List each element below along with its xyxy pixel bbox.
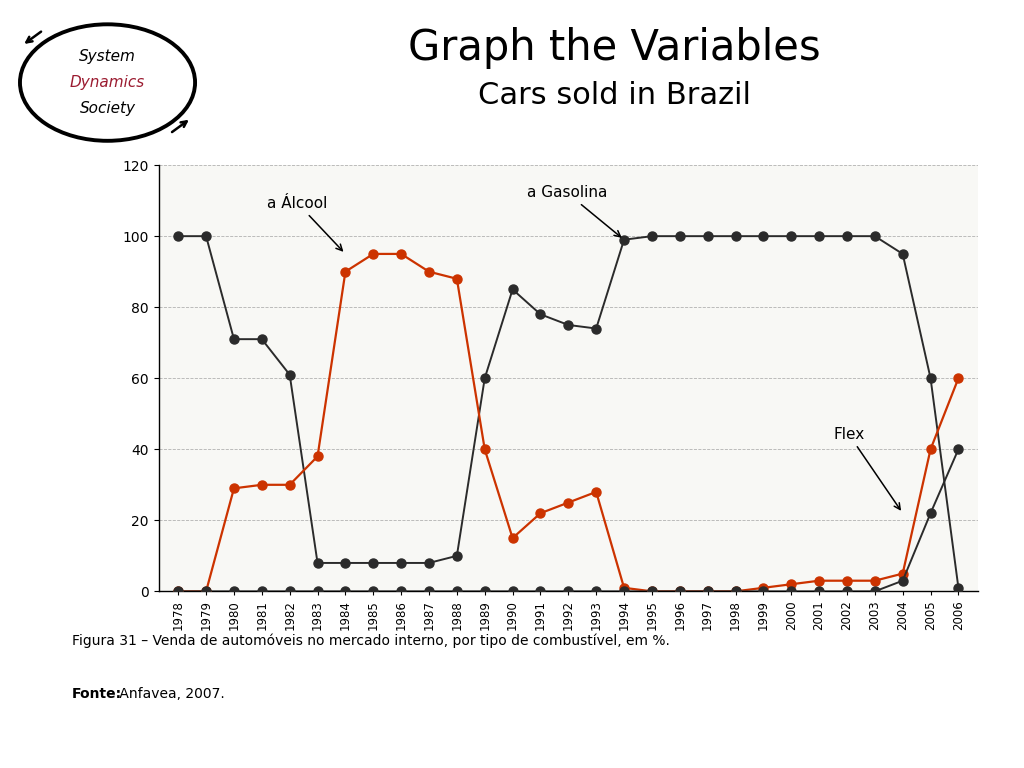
Text: Society: Society [80, 101, 135, 116]
Text: Fonte:: Fonte: [72, 687, 122, 701]
Text: Cars sold in Brazil: Cars sold in Brazil [478, 81, 751, 110]
Text: Graph the Variables: Graph the Variables [409, 27, 820, 69]
Text: Anfavea, 2007.: Anfavea, 2007. [115, 687, 224, 701]
Text: Flex: Flex [834, 427, 900, 509]
Text: System: System [79, 49, 136, 65]
Text: Dynamics: Dynamics [70, 75, 145, 90]
Text: Figura 31 – Venda de automóveis no mercado interno, por tipo de combustível, em : Figura 31 – Venda de automóveis no merca… [72, 634, 670, 648]
Text: a Álcool: a Álcool [267, 196, 342, 250]
Text: a Gasolina: a Gasolina [526, 185, 621, 237]
